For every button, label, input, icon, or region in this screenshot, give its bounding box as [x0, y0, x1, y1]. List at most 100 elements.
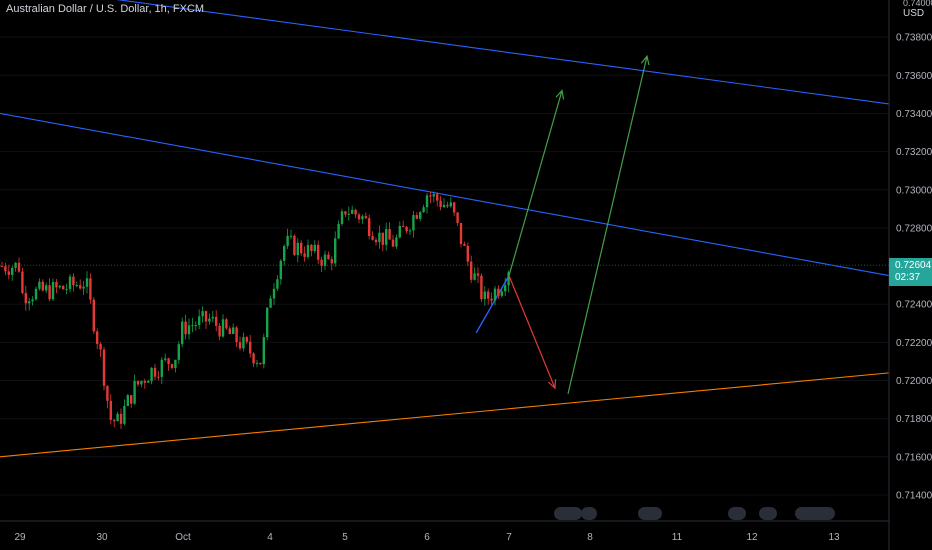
- candle-body: [470, 261, 473, 280]
- candle-body: [109, 400, 112, 420]
- candle-body: [153, 367, 157, 377]
- candle-body: [337, 223, 340, 239]
- time-axis-label: 12: [746, 532, 758, 543]
- candle-body: [225, 319, 228, 329]
- candle-body: [412, 215, 415, 231]
- candle-body: [415, 215, 418, 219]
- candle-body: [136, 380, 140, 385]
- candle-body: [41, 281, 44, 291]
- price-axis-label: 0.72200: [896, 338, 932, 349]
- candle-body: [201, 311, 204, 317]
- upper-channel-line: [116, 0, 890, 105]
- candle-body: [51, 281, 55, 300]
- time-axis-label: 4: [267, 532, 273, 543]
- candle-body: [317, 244, 320, 260]
- candle-body: [422, 207, 425, 213]
- candle-body: [14, 262, 17, 268]
- candle-body: [446, 204, 449, 207]
- candle-body: [330, 259, 333, 264]
- time-axis[interactable]: 29 30 Oct 4 5 6 7 8 11 12 13: [14, 532, 840, 543]
- bullish-arrow-near: [508, 90, 563, 276]
- candle-body: [228, 328, 231, 335]
- candle-body: [102, 349, 106, 386]
- candle-body: [269, 298, 272, 308]
- candle-body: [313, 244, 316, 251]
- candle-body: [283, 246, 286, 261]
- candle-body: [456, 212, 459, 223]
- candle-body: [381, 232, 384, 245]
- candle-body: [442, 204, 446, 208]
- candle-body: [306, 244, 310, 257]
- candle-body: [357, 214, 361, 220]
- current-price: 0.72604: [895, 260, 932, 271]
- candle-body: [497, 288, 500, 296]
- candle-body: [327, 254, 330, 260]
- candle-body: [500, 291, 503, 296]
- price-axis-label: 0.72400: [896, 300, 932, 311]
- event-marker: [728, 507, 746, 520]
- candle-body: [48, 285, 51, 300]
- candle-body: [466, 245, 469, 262]
- bearish-arrow: [508, 275, 556, 389]
- candle-body: [487, 291, 490, 299]
- candle-body: [177, 344, 180, 360]
- wedge-line: [475, 275, 510, 334]
- candle-body: [262, 337, 265, 365]
- candle-body: [439, 200, 442, 208]
- candle-body: [378, 232, 381, 243]
- candle-body: [289, 235, 293, 237]
- candle-body: [398, 225, 401, 238]
- candle-body: [55, 281, 58, 288]
- time-axis-label: 7: [506, 532, 512, 543]
- candle-body: [371, 236, 374, 240]
- candle-body: [68, 276, 72, 290]
- candle-body: [72, 276, 75, 286]
- event-marker: [759, 507, 777, 520]
- candle-body: [92, 299, 95, 332]
- candle-body: [272, 288, 276, 299]
- candle-body: [82, 286, 85, 289]
- candle-body: [126, 395, 129, 406]
- candle-body: [140, 380, 143, 385]
- time-axis-label: 13: [828, 532, 840, 543]
- candle-body: [24, 293, 27, 304]
- price-axis-label: 0.73400: [896, 109, 932, 120]
- candle-body: [252, 353, 255, 364]
- candle-body: [28, 301, 31, 304]
- candle-body: [334, 238, 337, 264]
- candle-body: [354, 209, 357, 215]
- trendlines: [0, 0, 890, 458]
- candle-body: [323, 254, 327, 266]
- candle-body: [116, 413, 119, 422]
- candle-body: [123, 405, 126, 424]
- candle-body: [242, 337, 245, 349]
- candle-body: [133, 380, 136, 404]
- price-axis-label: 0.72800: [896, 223, 932, 234]
- candle-body: [143, 380, 146, 383]
- price-axis-label: 0.71400: [896, 490, 932, 501]
- candle-body: [17, 262, 21, 272]
- candle-body: [408, 230, 412, 232]
- candle-body: [303, 253, 306, 257]
- price-axis-label: 0.73600: [896, 71, 932, 82]
- candle-body: [34, 288, 38, 300]
- bullish-arrow-far-head: [640, 54, 650, 66]
- bar-countdown: 02:37: [895, 272, 921, 283]
- candle-body: [11, 267, 14, 275]
- symbol-title[interactable]: Australian Dollar / U.S. Dollar, 1h, FXC…: [6, 3, 205, 15]
- candle-body: [483, 291, 486, 300]
- price-axis-label: 0.71600: [896, 452, 932, 463]
- candle-body: [347, 213, 350, 215]
- candle-body: [147, 381, 150, 383]
- middle-channel-line: [0, 112, 890, 277]
- candle-body: [45, 285, 48, 291]
- candle-body: [0, 266, 4, 268]
- event-marker: [795, 507, 835, 520]
- candle-body: [130, 395, 133, 404]
- candle-body: [493, 288, 497, 301]
- chart-grid: [0, 36, 889, 496]
- candle-body: [402, 225, 405, 227]
- price-axis-label: 0.71800: [896, 414, 932, 425]
